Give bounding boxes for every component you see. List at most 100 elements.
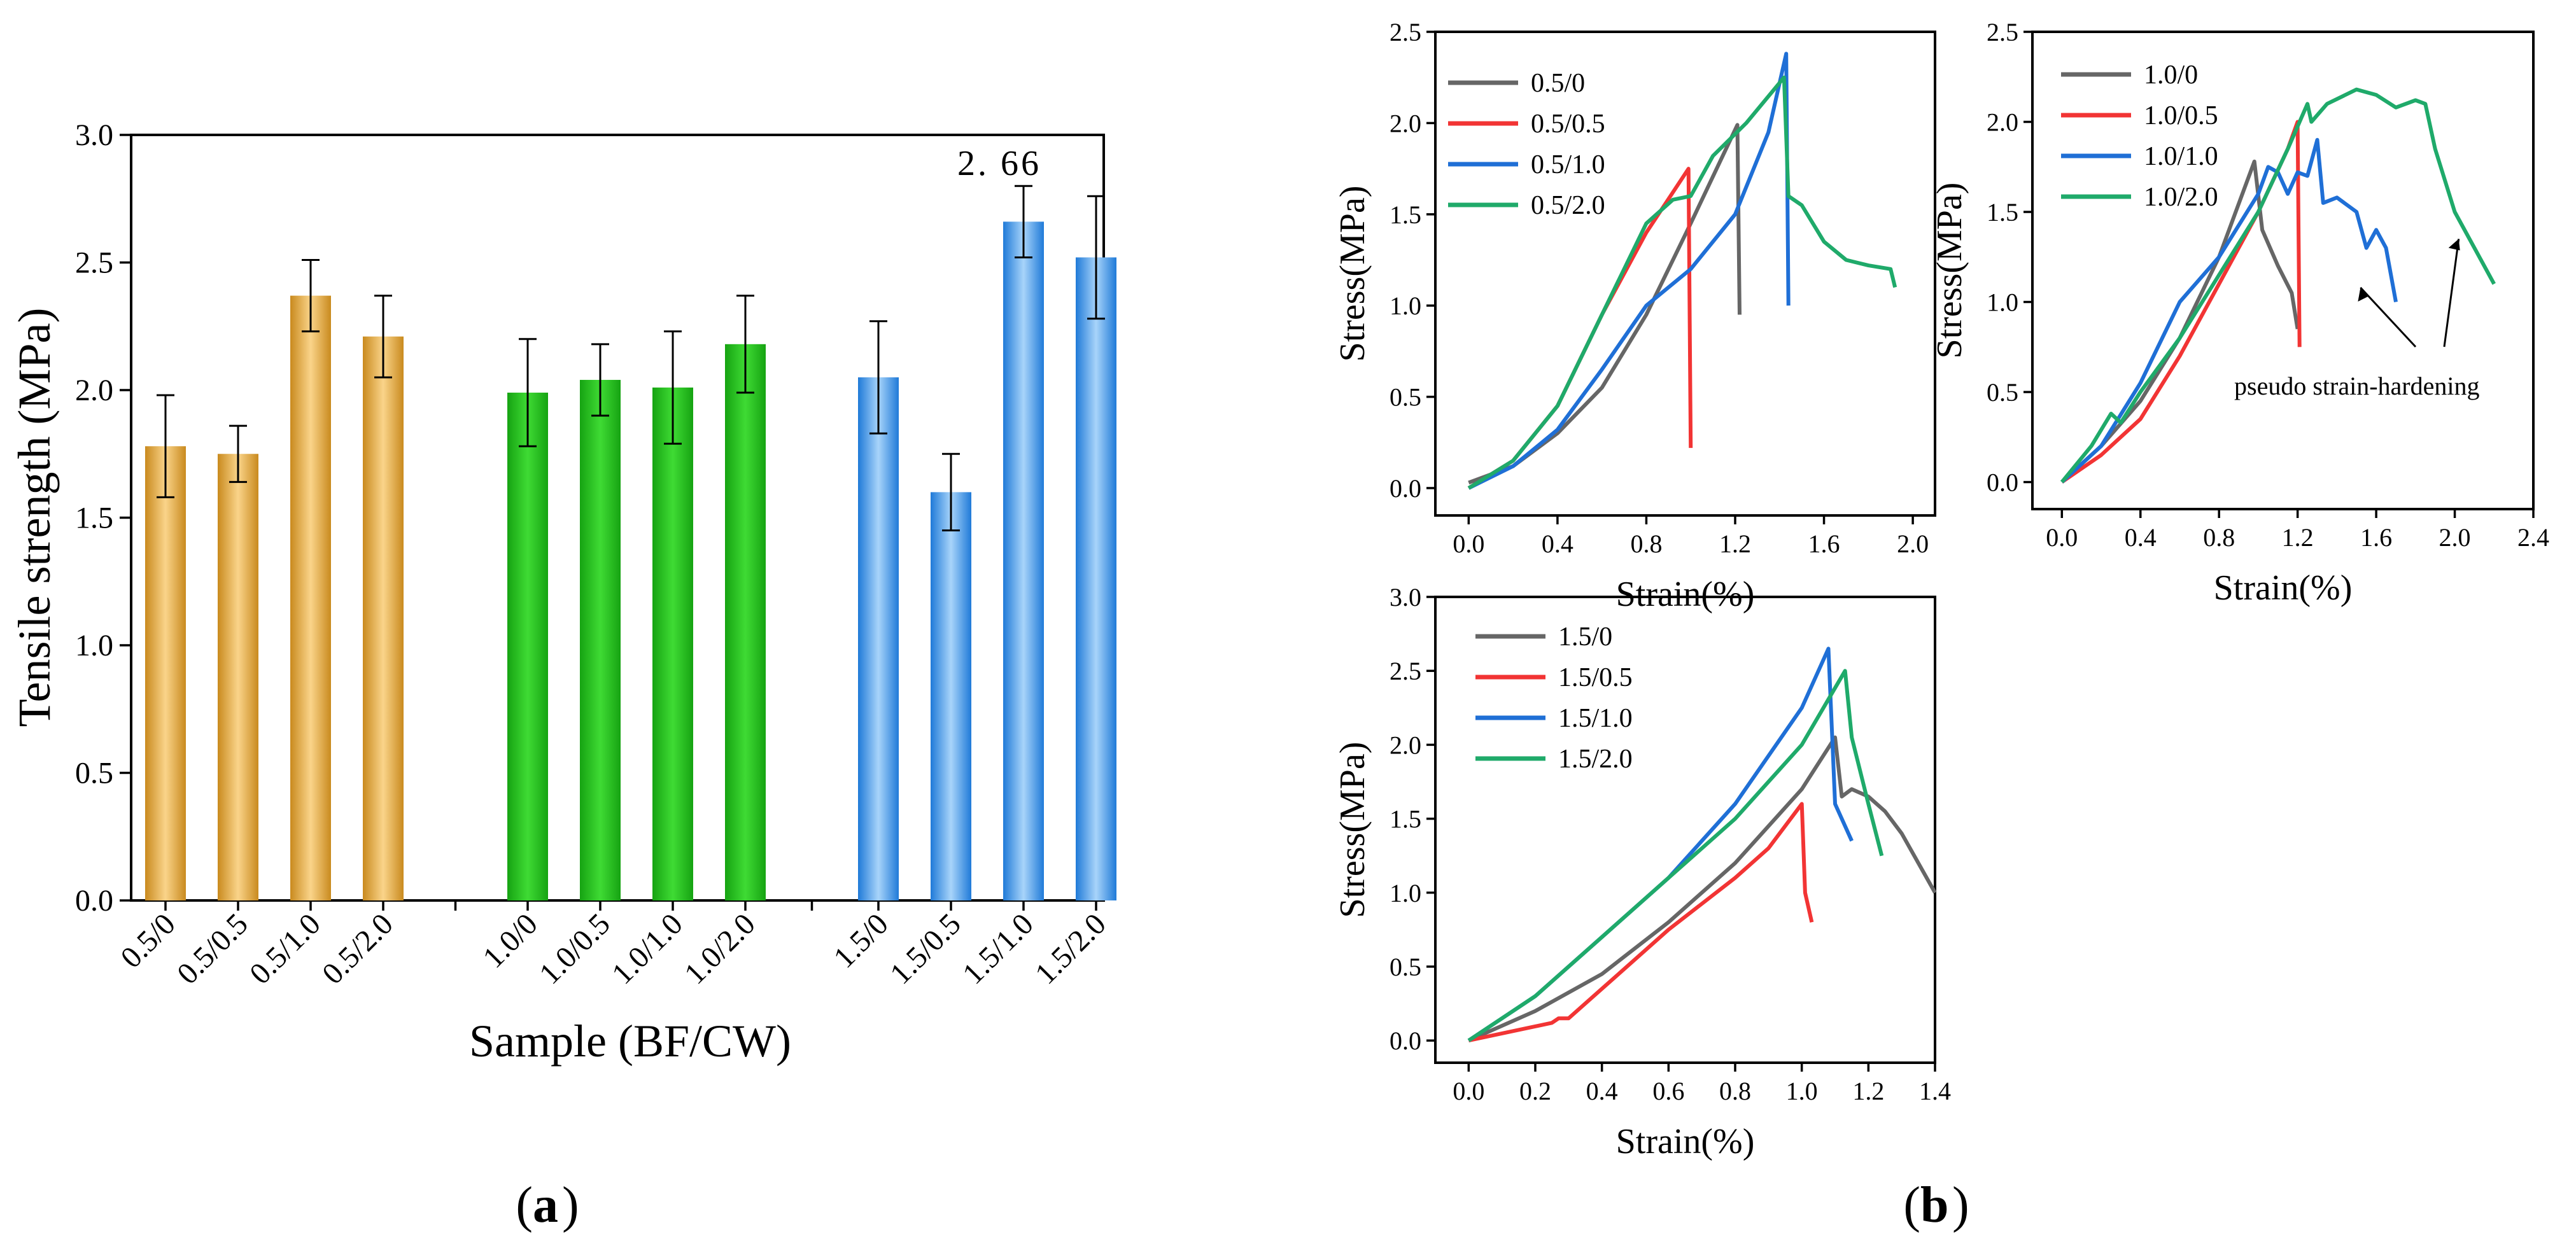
svg-text:): )	[562, 1177, 579, 1233]
x-tick-label: 1.2	[2282, 523, 2314, 552]
annotation-arrowhead	[2358, 287, 2368, 302]
y-tick-label: 2.5	[1390, 657, 1421, 685]
y-axis-label: Stress(MPa)	[1333, 742, 1372, 918]
y-tick-label: 1.5	[1390, 805, 1421, 834]
annotation-arrowhead	[2448, 239, 2460, 251]
bar-1.5/0.5	[931, 492, 971, 900]
x-tick-label: 0.8	[1630, 529, 1662, 558]
x-tick-label: 0.0	[2046, 523, 2078, 552]
y-tick-label: 0.0	[1390, 1026, 1421, 1055]
x-tick-label: 0.0	[1453, 1077, 1484, 1105]
plot-frame	[2031, 31, 2535, 510]
x-tick-label: 1.6	[1808, 529, 1840, 558]
stress-strain-chart-bf15: 0.0 0.5 1.0 1.5 2.0 2.5 3.0 0.0 0.2 0.4 0.6 0.8 1.0 1…	[1333, 583, 1951, 1161]
legend-label: 1.5/2.0	[1558, 745, 1633, 774]
stress-strain-chart-bf10: 0.0 0.5 1.0 1.5 2.0 2.5 0.0 0.4 0.8 1.2 1.6 2.0 2.4 1…	[1930, 18, 2549, 608]
x-tick-label: 0.0	[1453, 529, 1484, 558]
bar-y-tick-label: 1.0	[75, 629, 113, 662]
x-tick-label: 0.6	[1652, 1077, 1684, 1105]
x-tick-label: 0.2	[1519, 1077, 1551, 1105]
legend-label: 0.5/0	[1531, 69, 1585, 98]
x-tick-label: 0.8	[2203, 523, 2235, 552]
legend-label: 1.0/0.5	[2144, 101, 2218, 130]
x-axis-label: Strain(%)	[2214, 568, 2353, 608]
legend-label: 0.5/2.0	[1531, 191, 1605, 220]
bar-0.5/0.5	[218, 454, 258, 900]
series-line-0.5/1.0	[1467, 52, 1791, 490]
bar-y-tick-label: 2.5	[75, 246, 113, 280]
bar-y-ticks: 0.0 0.5 1.0 1.5 2.0 2.5 3.0	[75, 118, 131, 918]
bar-y-tick-label: 0.0	[75, 884, 113, 918]
bar-x-tick-label: 0.5/2.0	[316, 907, 400, 991]
legend-label: 1.0/0	[2144, 60, 2198, 90]
series-line-1.5/0.5	[1468, 802, 1814, 1043]
legend-label: 0.5/1.0	[1531, 150, 1605, 179]
stress-strain-chart-bf05: 0.0 0.5 1.0 1.5 2.0 2.5 0.0 0.4 0.8 1.2 1.6 2.0 0.5/…	[1333, 18, 1936, 614]
bar-x-tick-label: 1.0/2.0	[678, 907, 762, 991]
x-tick-label: 2.0	[2439, 523, 2471, 552]
series-line-1.5/2.0	[1467, 669, 1884, 1042]
bar-0.5/1.0	[290, 295, 331, 900]
panel-label-a: ( a )	[516, 1177, 579, 1233]
bar-x-tick-label: 1.5/2.0	[1029, 907, 1113, 991]
y-axis-label: Stress(MPa)	[1930, 183, 1969, 359]
legend-label: 1.5/1.0	[1558, 704, 1633, 733]
bar-x-tick-label: 1.5/0.5	[883, 907, 968, 991]
bar-x-tick-label: 1.5/1.0	[956, 907, 1040, 991]
bar-annotation-max: 2. 66	[957, 144, 1041, 183]
y-tick-label: 0.0	[1390, 474, 1421, 503]
bar-1.5/2.0	[1076, 257, 1116, 901]
svg-text:(: (	[516, 1177, 533, 1233]
bar-0.5/2.0	[363, 336, 404, 900]
y-tick-label: 0.5	[1390, 953, 1421, 981]
bar-x-tick-label: 1.0/0.5	[533, 907, 617, 991]
annotation-arrow-line	[2443, 239, 2460, 347]
y-tick-label: 2.5	[1390, 18, 1421, 46]
bar-y-tick-label: 1.5	[75, 501, 113, 535]
y-tick-label: 2.0	[1390, 109, 1421, 137]
panel-label-a-letter: a	[533, 1177, 558, 1233]
legend-label: 1.0/2.0	[2144, 183, 2218, 212]
bar-y-tick-label: 2.0	[75, 374, 113, 407]
bar-1.0/2.0	[725, 344, 766, 900]
x-tick-label: 0.4	[1586, 1077, 1618, 1105]
y-axis-label: Stress(MPa)	[1333, 186, 1372, 362]
panel-label-b: ( b )	[1903, 1177, 1969, 1233]
bar-1.5/0	[858, 377, 899, 900]
bar-bars	[145, 185, 1116, 901]
bar-y-axis-label: Tensile strength (MPa)	[9, 308, 60, 727]
legend-label: 1.0/1.0	[2144, 142, 2218, 171]
x-tick-label: 1.6	[2360, 523, 2392, 552]
y-tick-label: 3.0	[1390, 583, 1421, 612]
svg-text:): )	[1952, 1177, 1969, 1233]
series-line-1.0/1.0	[2060, 137, 2398, 484]
y-tick-label: 2.0	[1987, 108, 2018, 137]
bar-x-axis-label: Sample (BF/CW)	[469, 1016, 791, 1067]
bar-1.0/1.0	[652, 387, 693, 900]
bar-x-tick-label: 0.5/1.0	[243, 907, 327, 991]
bar-1.0/0	[507, 393, 548, 900]
y-tick-label: 1.0	[1987, 288, 2018, 317]
bar-x-tick-label: 0.5/0	[114, 907, 181, 974]
y-tick-label: 2.5	[1987, 18, 2018, 46]
x-axis-label: Strain(%)	[1616, 1122, 1755, 1161]
x-tick-label: 1.4	[1919, 1077, 1951, 1105]
y-tick-label: 0.5	[1390, 383, 1421, 412]
series-line-1.0/2.0	[2060, 87, 2496, 484]
x-axis-label: Strain(%)	[1616, 575, 1755, 614]
pseudo-strain-hardening-annotation: pseudo strain-hardening	[2234, 372, 2479, 400]
y-tick-label: 1.5	[1390, 200, 1421, 229]
legend-label: 0.5/0.5	[1531, 109, 1605, 139]
bar-x-tick-label: 1.0/0	[476, 907, 544, 974]
bar-0.5/0	[145, 446, 186, 900]
series-line-1.5/1.0	[1467, 647, 1854, 1042]
svg-text:(: (	[1903, 1177, 1920, 1233]
annotation-arrow-line	[2360, 286, 2417, 348]
bar-x-tick-label: 1.5/0	[827, 907, 894, 974]
series-line-1.5/0	[1468, 735, 1937, 1042]
x-tick-label: 0.4	[1542, 529, 1573, 558]
plot-frame	[1434, 596, 1936, 1064]
y-tick-label: 1.5	[1987, 198, 2018, 227]
legend-label: 1.5/0	[1558, 622, 1612, 652]
